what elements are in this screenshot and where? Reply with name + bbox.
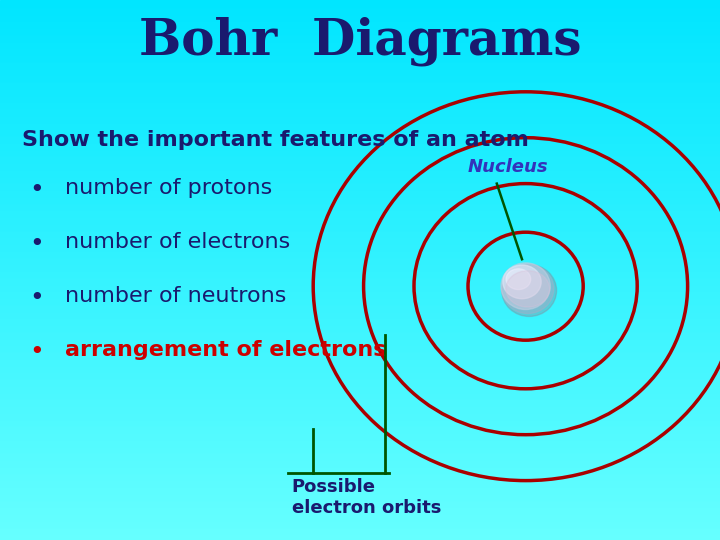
- Bar: [0, 102, 720, 108]
- Bar: [0, 372, 720, 378]
- Text: •: •: [29, 340, 43, 364]
- Bar: [0, 87, 720, 94]
- Text: number of electrons: number of electrons: [65, 232, 290, 252]
- Bar: [0, 500, 720, 507]
- Bar: [0, 54, 720, 60]
- Ellipse shape: [502, 264, 554, 314]
- Bar: [0, 176, 720, 183]
- Bar: [0, 216, 720, 222]
- Bar: [0, 33, 720, 40]
- Bar: [0, 195, 720, 202]
- Text: arrangement of electrons: arrangement of electrons: [65, 340, 387, 360]
- Bar: [0, 291, 720, 297]
- Bar: [0, 27, 720, 33]
- Bar: [0, 284, 720, 291]
- Bar: [0, 338, 720, 345]
- Ellipse shape: [501, 263, 550, 309]
- Bar: [0, 526, 720, 534]
- Bar: [0, 148, 720, 156]
- Bar: [0, 249, 720, 256]
- Bar: [0, 378, 720, 384]
- Bar: [0, 6, 720, 14]
- Bar: [0, 411, 720, 418]
- Bar: [0, 432, 720, 438]
- Bar: [0, 392, 720, 399]
- Bar: [0, 459, 720, 465]
- Bar: [0, 303, 720, 310]
- Bar: [0, 162, 720, 168]
- Bar: [0, 297, 720, 303]
- Bar: [0, 480, 720, 486]
- Bar: [0, 519, 720, 526]
- Bar: [0, 270, 720, 276]
- Bar: [0, 330, 720, 338]
- Bar: [0, 351, 720, 357]
- Bar: [0, 534, 720, 540]
- Bar: [0, 68, 720, 74]
- Text: Show the important features of an atom: Show the important features of an atom: [22, 130, 528, 150]
- Bar: [0, 465, 720, 472]
- Bar: [0, 276, 720, 284]
- Bar: [0, 486, 720, 492]
- Text: number of neutrons: number of neutrons: [65, 286, 286, 306]
- Bar: [0, 399, 720, 405]
- Bar: [0, 513, 720, 519]
- Text: Nucleus: Nucleus: [468, 158, 549, 177]
- Bar: [0, 0, 720, 6]
- Bar: [0, 156, 720, 162]
- Bar: [0, 135, 720, 141]
- Text: •: •: [29, 286, 43, 310]
- Bar: [0, 74, 720, 81]
- Bar: [0, 310, 720, 317]
- Bar: [0, 317, 720, 324]
- Bar: [0, 243, 720, 249]
- Bar: [0, 256, 720, 263]
- Bar: [0, 453, 720, 459]
- Bar: [0, 364, 720, 372]
- Bar: [0, 47, 720, 54]
- Text: Possible
electron orbits: Possible electron orbits: [292, 478, 441, 517]
- Bar: [0, 14, 720, 20]
- Bar: [0, 20, 720, 27]
- Ellipse shape: [506, 269, 531, 289]
- Bar: [0, 237, 720, 243]
- Bar: [0, 128, 720, 135]
- Bar: [0, 108, 720, 115]
- Text: number of protons: number of protons: [65, 178, 272, 198]
- Ellipse shape: [506, 271, 549, 307]
- Bar: [0, 405, 720, 411]
- Bar: [0, 324, 720, 330]
- Bar: [0, 94, 720, 102]
- Bar: [0, 168, 720, 176]
- Bar: [0, 141, 720, 149]
- Bar: [0, 507, 720, 513]
- Bar: [0, 263, 720, 270]
- Text: •: •: [29, 178, 43, 202]
- Bar: [0, 209, 720, 216]
- Ellipse shape: [502, 265, 557, 316]
- Bar: [0, 60, 720, 68]
- Bar: [0, 492, 720, 500]
- Bar: [0, 345, 720, 351]
- Bar: [0, 40, 720, 47]
- Bar: [0, 418, 720, 426]
- Bar: [0, 472, 720, 480]
- Bar: [0, 122, 720, 128]
- Bar: [0, 115, 720, 122]
- Bar: [0, 183, 720, 189]
- Bar: [0, 230, 720, 237]
- Bar: [0, 446, 720, 453]
- Bar: [0, 438, 720, 445]
- Text: •: •: [29, 232, 43, 256]
- Bar: [0, 202, 720, 209]
- Text: Bohr  Diagrams: Bohr Diagrams: [139, 16, 581, 66]
- Bar: [0, 357, 720, 364]
- Bar: [0, 222, 720, 230]
- Bar: [0, 426, 720, 432]
- Ellipse shape: [503, 265, 541, 299]
- Bar: [0, 81, 720, 87]
- Bar: [0, 384, 720, 391]
- Bar: [0, 189, 720, 195]
